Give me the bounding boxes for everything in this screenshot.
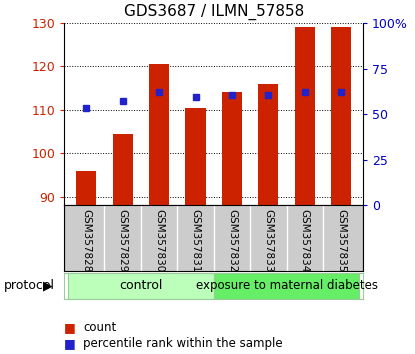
Text: GSM357831: GSM357831 — [190, 209, 200, 272]
Text: GSM357833: GSM357833 — [264, 209, 273, 272]
Text: protocol: protocol — [4, 279, 55, 292]
Text: ■: ■ — [64, 321, 76, 334]
Text: GSM357828: GSM357828 — [81, 209, 91, 272]
Text: ■: ■ — [64, 337, 76, 350]
Bar — [76, 171, 96, 205]
Text: control: control — [119, 279, 163, 292]
Bar — [295, 27, 315, 205]
Text: count: count — [83, 321, 116, 334]
Bar — [186, 108, 205, 205]
Text: GSM357835: GSM357835 — [336, 209, 346, 272]
Title: GDS3687 / ILMN_57858: GDS3687 / ILMN_57858 — [124, 4, 304, 20]
Text: GSM357829: GSM357829 — [117, 209, 128, 272]
Text: GSM357830: GSM357830 — [154, 209, 164, 272]
Bar — [331, 27, 351, 205]
Bar — [68, 273, 214, 299]
Text: GSM357834: GSM357834 — [300, 209, 310, 272]
Bar — [222, 92, 242, 205]
Text: GSM357832: GSM357832 — [227, 209, 237, 272]
Bar — [214, 273, 359, 299]
Text: percentile rank within the sample: percentile rank within the sample — [83, 337, 283, 350]
Bar — [259, 84, 278, 205]
Text: ▶: ▶ — [43, 279, 53, 292]
Text: exposure to maternal diabetes: exposure to maternal diabetes — [195, 279, 378, 292]
Bar — [149, 64, 169, 205]
Bar — [112, 134, 133, 205]
